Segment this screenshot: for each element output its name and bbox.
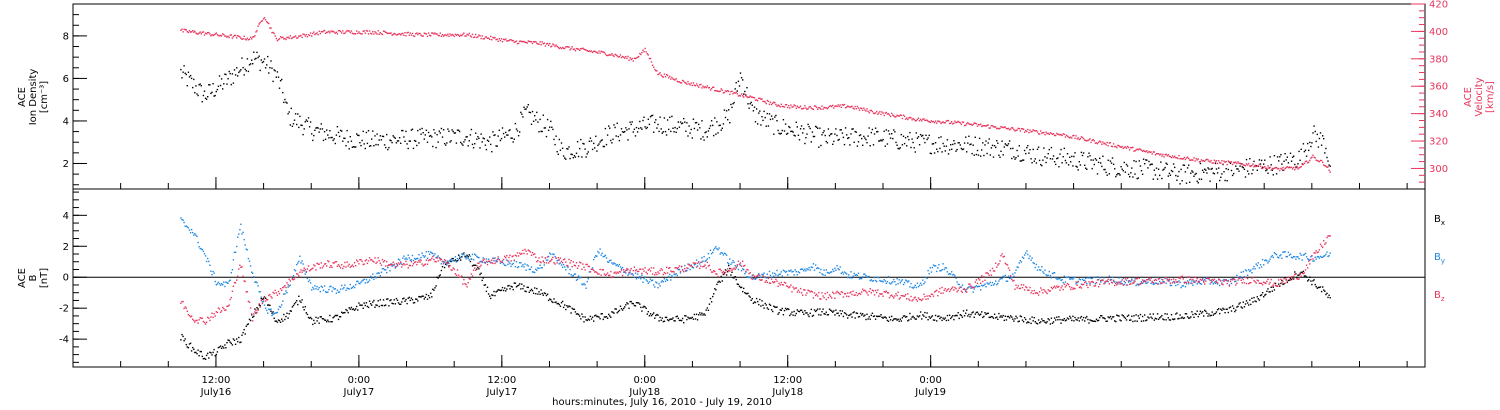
date-tick-label: July18 xyxy=(771,387,803,398)
legend-bz-sub: z xyxy=(1441,295,1445,303)
date-tick-label: July17 xyxy=(485,387,517,398)
field-tick-label: 4 xyxy=(63,211,69,222)
velocity-tick-label: 320 xyxy=(1429,137,1448,148)
velocity-axis: 300 320 340 360 380 400 420 xyxy=(1411,0,1448,190)
legend: Bx By Bz xyxy=(1434,214,1445,303)
velocity-axis-label-line3: [km/s] xyxy=(1485,81,1496,113)
time-tick-label: 0:00 xyxy=(919,375,941,386)
density-axis: 2 4 6 8 xyxy=(63,3,87,186)
velocity-tick-label: 400 xyxy=(1429,27,1448,38)
legend-bz: Bz xyxy=(1434,290,1445,303)
density-tick-label: 4 xyxy=(63,116,69,127)
velocity-axis-label-line2: Velocity xyxy=(1474,77,1485,116)
date-tick-label: July19 xyxy=(914,387,946,398)
top-panel: 2 4 6 8 300 320 340 360 380 400 420 ACE Ion Densi… xyxy=(17,0,1496,190)
time-tick-label: 12:00 xyxy=(487,375,516,386)
density-axis-label-line3: [cm⁻³] xyxy=(39,81,50,113)
time-tick-label: 0:00 xyxy=(348,375,370,386)
field-tick-label: -4 xyxy=(59,335,69,346)
density-tick-label: 6 xyxy=(63,74,69,85)
legend-bx-symbol: B xyxy=(1434,214,1441,225)
velocity-points xyxy=(180,17,1331,173)
time-axis-label: hours:minutes, July 16, 2010 - July 19, … xyxy=(552,397,772,408)
date-tick-label: July17 xyxy=(343,387,375,398)
legend-bx-sub: x xyxy=(1441,219,1445,227)
bottom-panel: -4 -2 0 2 4 ACE B [nT] Bx By Bz xyxy=(17,188,1445,368)
velocity-axis-label-line1: ACE xyxy=(1463,87,1474,107)
legend-by: By xyxy=(1434,252,1445,265)
bz-points xyxy=(180,235,1331,325)
time-tick-label: 12:00 xyxy=(202,375,231,386)
density-tick-label: 2 xyxy=(63,159,69,170)
time-tick-label: 0:00 xyxy=(634,375,656,386)
bottom-panel-frame xyxy=(72,188,1426,368)
top-panel-points xyxy=(180,17,1331,185)
velocity-tick-label: 300 xyxy=(1429,164,1448,175)
legend-bx: Bx xyxy=(1434,214,1445,227)
field-axis-label-line3: [nT] xyxy=(39,268,50,288)
bottom-panel-points xyxy=(180,217,1331,360)
density-tick-label: 8 xyxy=(63,31,69,42)
velocity-tick-label: 380 xyxy=(1429,54,1448,65)
field-axis: -4 -2 0 2 4 xyxy=(59,191,87,363)
time-axis: 12:00July160:00July1712:00July170:00July… xyxy=(72,177,1408,398)
field-tick-label: -2 xyxy=(59,304,69,315)
velocity-tick-label: 360 xyxy=(1429,82,1448,93)
density-points xyxy=(180,51,1331,185)
legend-by-sub: y xyxy=(1441,257,1445,265)
velocity-tick-label: 340 xyxy=(1429,109,1448,120)
bx-points xyxy=(180,252,1331,360)
field-axis-label-line1: ACE xyxy=(17,268,28,288)
velocity-tick-label: 420 xyxy=(1429,0,1448,11)
field-tick-label: 2 xyxy=(63,242,69,253)
field-axis-label-line2: B xyxy=(28,274,39,281)
field-tick-label: 0 xyxy=(63,273,69,284)
density-axis-label-line1: ACE xyxy=(17,87,28,107)
density-axis-label-line2: Ion Density xyxy=(28,69,39,126)
time-tick-label: 12:00 xyxy=(773,375,802,386)
legend-by-symbol: B xyxy=(1434,252,1441,263)
legend-bz-symbol: B xyxy=(1434,290,1441,301)
date-tick-label: July16 xyxy=(200,387,232,398)
date-tick-label: July18 xyxy=(628,387,660,398)
